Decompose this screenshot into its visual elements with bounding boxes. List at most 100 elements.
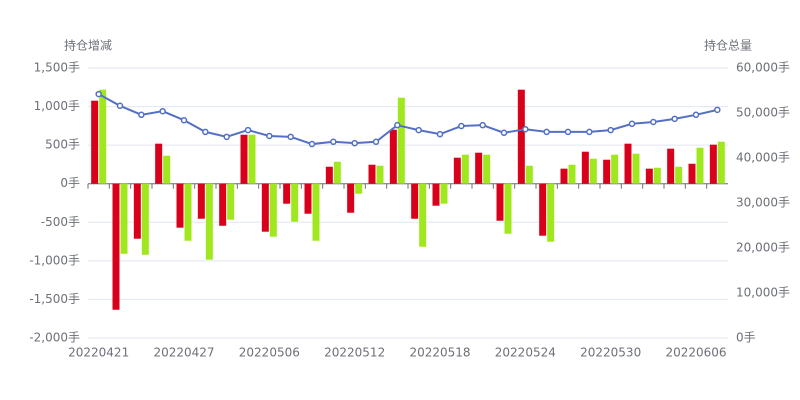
- bar: [440, 183, 448, 204]
- line-point: [138, 111, 145, 119]
- bar: [432, 183, 440, 206]
- bar: [283, 183, 291, 204]
- bar: [709, 144, 717, 184]
- bar: [560, 168, 568, 184]
- bar: [611, 154, 619, 184]
- y-axis-title: 持仓增减: [64, 38, 112, 53]
- y-tick-label: 500手: [45, 138, 80, 152]
- line-point: [159, 107, 166, 115]
- bar: [496, 183, 504, 221]
- y2-tick-label: 20,000手: [736, 241, 790, 255]
- line-point: [479, 121, 486, 129]
- bar: [461, 154, 469, 184]
- bar: [483, 154, 491, 184]
- line-point: [628, 120, 636, 128]
- x-tick-label: 20220518: [409, 346, 470, 360]
- bar: [675, 166, 683, 184]
- bar: [184, 183, 192, 241]
- y-tick-label: 0手: [60, 176, 80, 190]
- bar: [155, 143, 163, 184]
- line-point: [180, 116, 188, 124]
- y-tick-label: -1,500手: [29, 292, 80, 306]
- line-point: [351, 139, 358, 147]
- bar: [112, 183, 120, 310]
- x-tick-label: 20220512: [324, 346, 385, 360]
- line-point: [714, 106, 721, 114]
- y2-tick-label: 60,000手: [736, 61, 790, 75]
- bar: [376, 165, 384, 184]
- bar: [667, 148, 675, 184]
- bar: [603, 159, 611, 184]
- bar: [141, 183, 149, 255]
- y-tick-label: 1,500手: [34, 61, 80, 75]
- line-point: [244, 126, 252, 134]
- bar: [205, 183, 213, 260]
- bar: [120, 183, 128, 254]
- bar: [240, 134, 248, 184]
- y2-tick-label: 30,000手: [736, 196, 790, 210]
- line-point: [116, 102, 124, 110]
- line-point: [564, 128, 572, 136]
- bar: [325, 166, 333, 184]
- line-point: [372, 138, 380, 146]
- bar: [248, 134, 256, 184]
- line-point: [266, 132, 273, 140]
- y2-tick-label: 10,000手: [736, 286, 790, 300]
- line: [98, 93, 718, 146]
- line-point: [394, 121, 401, 129]
- bar: [624, 143, 632, 184]
- line-point: [287, 133, 294, 141]
- bar: [312, 183, 320, 241]
- bar: [517, 89, 525, 184]
- y2-tick-label: 0手: [736, 331, 756, 345]
- line-point: [223, 133, 230, 141]
- x-tick-label: 20220524: [495, 346, 556, 360]
- line-point: [330, 138, 337, 146]
- bar: [632, 153, 640, 184]
- bar: [581, 151, 589, 184]
- bar: [568, 164, 576, 184]
- bar: [133, 183, 141, 239]
- x-tick-label: 20220427: [153, 346, 214, 360]
- bar: [696, 147, 704, 184]
- line-point: [543, 128, 550, 136]
- bar: [347, 183, 355, 213]
- line-point: [607, 126, 614, 134]
- x-tick-label: 20220530: [580, 346, 641, 360]
- bar: [333, 161, 341, 184]
- bar: [355, 183, 363, 194]
- line-point: [436, 130, 444, 138]
- bar: [389, 129, 397, 184]
- bar: [261, 183, 269, 232]
- bar: [99, 89, 107, 184]
- bar: [419, 183, 427, 247]
- bar: [291, 183, 299, 222]
- line-point: [586, 128, 593, 136]
- bar: [397, 97, 405, 184]
- bar: [475, 152, 483, 184]
- bar: [547, 183, 555, 242]
- line-point: [522, 125, 529, 133]
- y-tick-label: -1,000手: [29, 253, 80, 267]
- x-tick-label: 20220506: [239, 346, 300, 360]
- y-tick-label: 1,000手: [34, 99, 80, 113]
- bar: [219, 183, 227, 226]
- y2-tick-label: 50,000手: [736, 106, 790, 120]
- line-point: [692, 111, 700, 119]
- bar: [688, 163, 696, 184]
- bar: [525, 165, 533, 184]
- y-tick-label: -2,000手: [29, 331, 80, 345]
- x-tick-label: 20220421: [68, 346, 129, 360]
- bar: [453, 157, 461, 184]
- bar: [163, 155, 171, 184]
- bar: [653, 167, 661, 184]
- bar: [91, 100, 99, 184]
- line-point: [671, 115, 678, 123]
- y-tick-label: -500手: [41, 215, 80, 229]
- bar: [645, 168, 653, 184]
- bar: [504, 183, 512, 234]
- bar: [539, 183, 547, 236]
- x-tick-label: 20220606: [665, 346, 726, 360]
- y2-axis-title: 持仓总量: [704, 38, 752, 53]
